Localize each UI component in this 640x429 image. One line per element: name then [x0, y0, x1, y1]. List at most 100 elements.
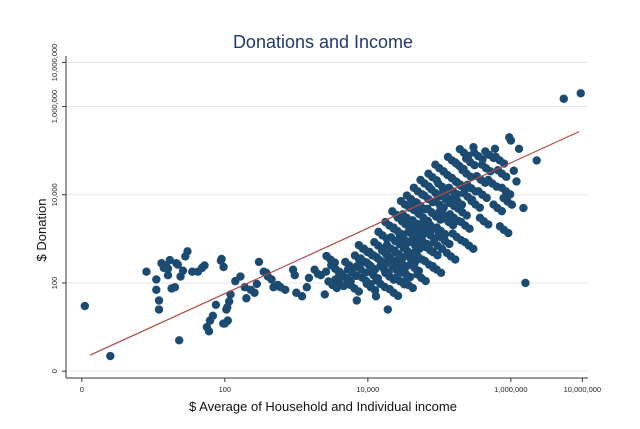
scatter-point: [414, 233, 423, 242]
y-axis-label: $ Donation: [34, 199, 49, 262]
scatter-point: [497, 183, 507, 192]
scatter-point: [462, 211, 471, 220]
scatter-point: [402, 251, 412, 260]
scatter-point: [484, 175, 493, 185]
scatter-point: [170, 283, 180, 292]
scatter-point: [346, 280, 355, 290]
scatter-point: [370, 237, 379, 247]
scatter-point: [504, 228, 513, 238]
scatter-point: [505, 190, 515, 199]
scatter-point: [445, 210, 455, 219]
scatter-point: [482, 193, 491, 203]
scatter-point: [352, 261, 362, 271]
scatter-point: [484, 220, 493, 229]
scatter-point: [356, 254, 365, 263]
scatter-point: [474, 187, 483, 196]
scatter-point: [462, 154, 471, 163]
scatter-point: [395, 231, 405, 240]
scatter-point: [433, 251, 442, 260]
scatter-point: [432, 223, 442, 232]
scatter-point: [106, 351, 115, 361]
scatter-point: [415, 210, 424, 219]
scatter-point: [200, 261, 209, 270]
scatter-point: [490, 144, 500, 154]
scatter-point: [327, 261, 336, 270]
scatter-point: [481, 147, 490, 156]
scatter-point: [304, 273, 314, 283]
scatter-point: [321, 267, 331, 276]
scatter-point: [381, 217, 390, 227]
y-tick-label: 1,000,000: [50, 90, 59, 123]
scatter-point: [409, 183, 419, 192]
scatter-point: [365, 267, 374, 276]
scatter-point: [217, 254, 226, 264]
scatter-point: [495, 222, 505, 231]
scatter-point: [497, 206, 507, 216]
scatter-point: [443, 152, 453, 162]
scatter-point: [362, 279, 372, 288]
scatter-point: [267, 275, 276, 284]
scatter-point: [427, 208, 437, 218]
scatter-point: [417, 239, 427, 248]
scatter-point: [420, 191, 429, 200]
scatter-point: [384, 254, 393, 263]
scatter-point: [463, 180, 472, 190]
scatter-point: [208, 311, 218, 321]
scatter-point: [431, 160, 440, 169]
scatter-point: [419, 217, 428, 227]
scatter-point: [467, 196, 476, 206]
scatter-point: [385, 285, 394, 294]
scatter-point: [439, 167, 448, 176]
scatter-point: [389, 223, 398, 232]
scatter-point: [425, 244, 434, 253]
scatter-point: [382, 240, 392, 250]
grid-layer: [66, 61, 588, 372]
scatter-point: [502, 172, 511, 182]
scatter-point: [402, 191, 412, 200]
scatter-point: [409, 248, 419, 258]
x-tick-label: 10,000,000: [564, 385, 602, 394]
scatter-point: [183, 247, 192, 256]
scatter-point: [377, 246, 387, 255]
scatter-point: [297, 292, 307, 301]
scatter-point: [152, 285, 161, 294]
y-tick-label: 0: [50, 369, 59, 373]
scatter-point: [422, 227, 431, 237]
scatter-point: [165, 255, 175, 265]
scatter-point: [519, 203, 528, 213]
scatter-point: [448, 229, 457, 238]
scatter-point: [449, 193, 458, 203]
scatter-point: [388, 207, 397, 216]
scatter-point: [372, 276, 381, 285]
scatter-point: [302, 283, 311, 292]
scatter-point: [405, 272, 415, 282]
scatter-point: [383, 305, 392, 314]
x-tick-label: 10,000: [356, 385, 379, 394]
scatter-point: [452, 178, 462, 187]
fit-line-layer: [89, 131, 580, 356]
scatter-point: [470, 161, 479, 170]
y-tick-label: 10,000: [50, 183, 59, 206]
scatter-point: [372, 252, 381, 262]
scatter-point: [416, 175, 425, 185]
scatter-point: [472, 171, 482, 181]
scatter-point: [408, 216, 417, 225]
scatter-point: [477, 160, 487, 169]
scatter-point: [163, 270, 173, 280]
scatter-point: [506, 136, 516, 145]
fitted-line: [89, 131, 580, 356]
scatter-point: [354, 287, 364, 296]
scatter-point: [393, 255, 403, 264]
scatter-point: [499, 159, 509, 168]
scatter-point: [424, 169, 433, 178]
scatter-point: [455, 144, 465, 154]
scatter-point: [281, 285, 290, 294]
scatter-point: [224, 297, 234, 306]
scatter-point: [428, 261, 437, 271]
points-layer: [80, 89, 585, 361]
scatter-point: [142, 267, 151, 276]
scatter-point: [426, 221, 435, 230]
scatter-point: [521, 278, 530, 288]
scatter-point: [252, 279, 262, 289]
